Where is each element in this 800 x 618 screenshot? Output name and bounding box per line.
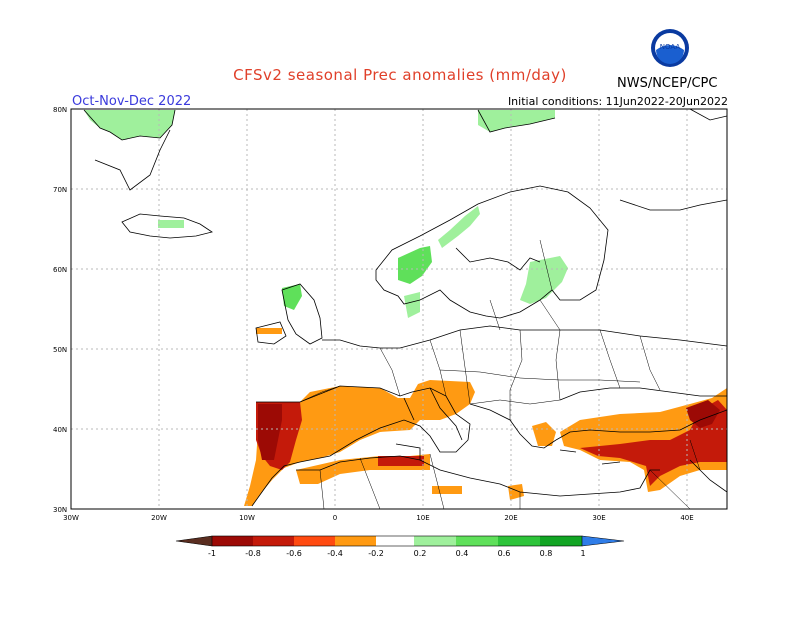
dry-region-north-africa-strong — [378, 456, 424, 466]
dry-region-turkey-strong — [580, 400, 727, 486]
legend-label: -0.2 — [368, 549, 384, 558]
legend-swatch — [456, 536, 498, 546]
legend-swatch — [335, 536, 376, 546]
legend-label: 0.8 — [540, 549, 553, 558]
legend-label: -1 — [208, 549, 216, 558]
lon-label: 10W — [239, 514, 255, 522]
lon-label: 0 — [333, 514, 337, 522]
dry-region-turkey — [560, 388, 727, 492]
legend-swatch — [376, 536, 414, 546]
latitude-labels: 80N 70N 60N 50N 40N 30N — [53, 106, 67, 514]
logo-text: NOAA — [660, 43, 681, 51]
season-label: Oct-Nov-Dec 2022 — [72, 94, 192, 109]
lon-label: 30W — [63, 514, 79, 522]
lon-label: 40E — [680, 514, 693, 522]
wet-region-greenland — [84, 110, 175, 140]
lat-label: 30N — [53, 506, 67, 514]
graticule — [71, 109, 727, 509]
lat-label: 50N — [53, 346, 67, 354]
dry-region-caucasus-strong — [686, 400, 720, 428]
dry-region-greece — [532, 422, 556, 446]
chart-title: CFSv2 seasonal Prec anomalies (mm/day) — [233, 66, 567, 84]
legend-label: -0.8 — [245, 549, 261, 558]
legend-swatch — [212, 536, 253, 546]
legend-swatch — [253, 536, 294, 546]
color-legend: -1 -0.8 -0.6 -0.4 -0.2 0.2 0.4 0.6 0.8 1 — [175, 535, 625, 558]
anomaly-fill-layer — [84, 110, 727, 506]
legend-arrow-right — [582, 536, 624, 546]
legend-swatch — [540, 536, 582, 546]
legend-swatch — [414, 536, 456, 546]
wet-region-baltic — [520, 256, 568, 304]
legend-swatch — [498, 536, 540, 546]
legend-label: -0.4 — [327, 549, 343, 558]
legend-label: 0.2 — [414, 549, 427, 558]
legend-label: -0.6 — [286, 549, 302, 558]
wet-region-iceland — [158, 220, 184, 228]
legend-arrow-left — [176, 536, 212, 546]
lon-label: 10E — [416, 514, 429, 522]
wet-region-scotland — [282, 284, 302, 310]
country-borders — [299, 239, 701, 509]
legend-swatch — [294, 536, 335, 546]
lat-label: 60N — [53, 266, 67, 274]
agency-label: NWS/NCEP/CPC — [617, 76, 718, 91]
longitude-labels: 30W 20W 10W 0 10E 20E 30E 40E — [63, 514, 694, 522]
lon-label: 20W — [151, 514, 167, 522]
lon-label: 20E — [504, 514, 517, 522]
lon-label: 30E — [592, 514, 605, 522]
dry-region-libya — [432, 486, 462, 494]
lat-label: 80N — [53, 106, 67, 114]
initial-conditions-label: Initial conditions: 11Jun2022-20Jun2022 — [507, 95, 728, 108]
wet-region-svalbard — [478, 110, 555, 132]
lat-label: 70N — [53, 186, 67, 194]
lat-label: 40N — [53, 426, 67, 434]
legend-label: 0.4 — [456, 549, 469, 558]
dry-region-ireland — [256, 328, 282, 334]
wet-region-norway — [398, 246, 432, 284]
wet-region-norway-north — [438, 206, 480, 248]
dry-region-portugal-strong — [258, 404, 282, 460]
dry-region-iberia — [244, 380, 475, 506]
legend-label: 1 — [580, 549, 585, 558]
legend-label: 0.6 — [498, 549, 511, 558]
wet-region-sweden-south — [404, 292, 420, 318]
map-frame — [70, 108, 728, 510]
noaa-logo: NOAA — [650, 28, 690, 72]
coastlines — [83, 109, 727, 507]
